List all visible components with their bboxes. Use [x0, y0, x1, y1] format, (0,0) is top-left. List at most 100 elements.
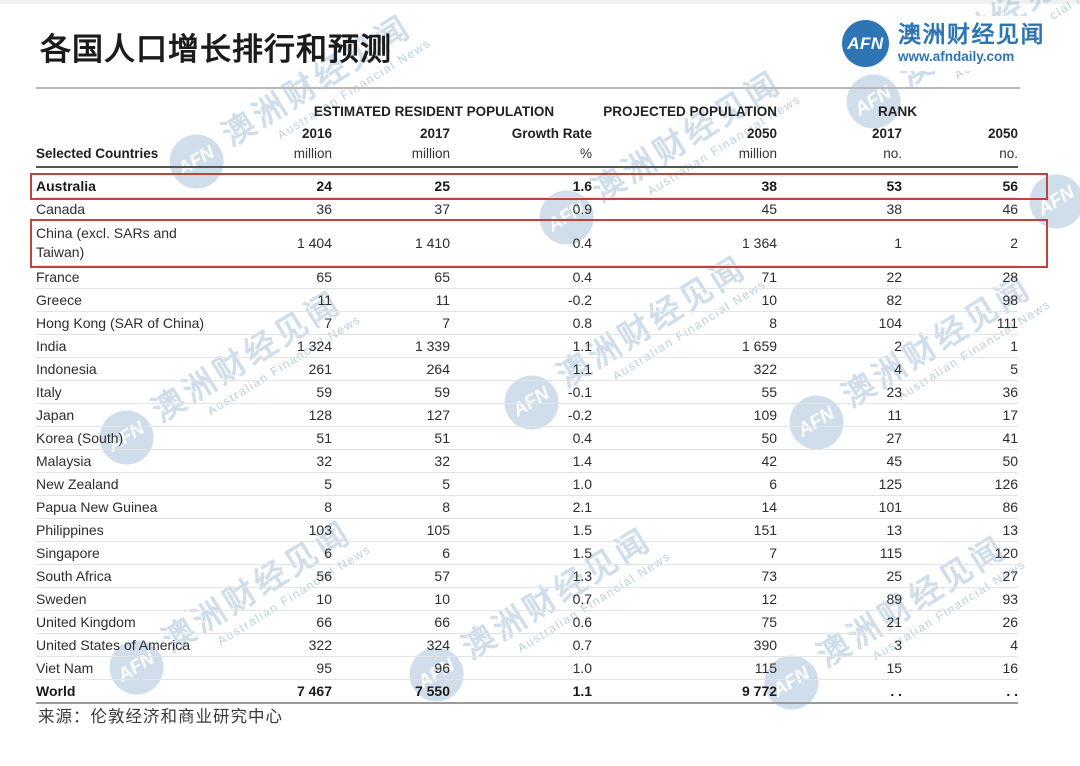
value-cell: 1 659 [592, 334, 778, 358]
value-cell: 1.0 [450, 472, 593, 496]
country-cell: China (excl. SARs and Taiwan) [36, 220, 276, 266]
value-cell: 1.0 [450, 656, 593, 680]
value-cell: 1.3 [450, 564, 593, 588]
country-cell: Malaysia [36, 449, 276, 473]
country-cell: Sweden [36, 587, 276, 611]
table-row: Greece 11 11 -0.2 10 82 98 [36, 288, 1019, 312]
value-cell: 8 [592, 311, 778, 335]
value-cell: 111 [902, 311, 1019, 335]
value-cell: 109 [592, 403, 778, 427]
value-cell: 73 [592, 564, 778, 588]
table-row: United States of America 322 324 0.7 390 3 4 [36, 633, 1019, 657]
value-cell: 1 [902, 334, 1019, 358]
value-cell: 7 467 [276, 679, 332, 704]
afn-logo[interactable]: AFN 澳洲财经见闻 www.afndaily.com [836, 16, 1051, 71]
country-cell: Italy [36, 380, 276, 404]
header-group-projected: PROJECTED POPULATION [603, 104, 778, 119]
header-selected-countries: Selected Countries [36, 141, 276, 168]
value-cell: 1.1 [450, 357, 593, 381]
value-cell: 22 [777, 265, 903, 289]
value-cell: 324 [332, 633, 450, 657]
country-cell: Greece [36, 288, 276, 312]
value-cell: 390 [592, 633, 778, 657]
value-cell: 101 [777, 495, 903, 519]
value-cell: 1 364 [592, 220, 778, 266]
value-cell: 6 [276, 541, 332, 565]
country-cell: Hong Kong (SAR of China) [36, 311, 276, 335]
value-cell: 66 [332, 610, 450, 634]
population-table: ESTIMATED RESIDENT POPULATION PROJECTED … [36, 97, 1019, 704]
value-cell: . . [777, 679, 903, 704]
header-year-2017: 2017 [419, 126, 450, 141]
header-year-2016: 2016 [301, 126, 332, 141]
country-cell: Japan [36, 403, 276, 427]
value-cell: 13 [777, 518, 903, 542]
country-cell: World [36, 679, 276, 704]
country-cell: Singapore [36, 541, 276, 565]
value-cell: 53 [777, 175, 903, 198]
afn-watermark-icon: AFN [1019, 163, 1080, 239]
value-cell: 96 [332, 656, 450, 680]
afn-logo-text: 澳洲财经见闻 www.afndaily.com [898, 22, 1045, 64]
value-cell: 10 [332, 587, 450, 611]
value-cell: 37 [332, 197, 450, 221]
value-cell: -0.2 [450, 288, 593, 312]
table-row: South Africa 56 57 1.3 73 25 27 [36, 564, 1019, 588]
afn-logo-name: 澳洲财经见闻 [898, 21, 1045, 48]
unit-million: million [276, 141, 332, 168]
value-cell: 103 [276, 518, 332, 542]
header-group-estimated: ESTIMATED RESIDENT POPULATION [313, 104, 555, 119]
value-cell: 42 [592, 449, 778, 473]
value-cell: 115 [777, 541, 903, 565]
value-cell: 23 [777, 380, 903, 404]
value-cell: 51 [332, 426, 450, 450]
value-cell: 98 [902, 288, 1019, 312]
value-cell: 6 [332, 541, 450, 565]
value-cell: 1 324 [276, 334, 332, 358]
value-cell: 0.7 [450, 587, 593, 611]
value-cell: 14 [592, 495, 778, 519]
table-header: ESTIMATED RESIDENT POPULATION PROJECTED … [36, 97, 1019, 168]
value-cell: 12 [592, 587, 778, 611]
value-cell: 10 [276, 587, 332, 611]
value-cell: 1.6 [450, 175, 593, 198]
value-cell: 32 [332, 449, 450, 473]
table-row: Sweden 10 10 0.7 12 89 93 [36, 587, 1019, 611]
value-cell: 0.8 [450, 311, 593, 335]
unit-million: million [332, 141, 450, 168]
value-cell: 2.1 [450, 495, 593, 519]
country-cell: Korea (South) [36, 426, 276, 450]
value-cell: 2 [902, 220, 1019, 266]
value-cell: 1.1 [450, 679, 593, 704]
table-row: Australia 24 25 1.6 38 53 56 [36, 175, 1019, 198]
value-cell: 10 [592, 288, 778, 312]
table-row: China (excl. SARs and Taiwan) 1 404 1 410 0… [36, 220, 1019, 266]
header-rank-2050: 2050 [987, 126, 1019, 141]
page-top-edge [0, 0, 1080, 4]
country-cell: Philippines [36, 518, 276, 542]
value-cell: 0.4 [450, 220, 593, 266]
value-cell: 59 [332, 380, 450, 404]
value-cell: 38 [777, 197, 903, 221]
value-cell: 51 [276, 426, 332, 450]
value-cell: 4 [777, 357, 903, 381]
value-cell: 127 [332, 403, 450, 427]
value-cell: 15 [777, 656, 903, 680]
value-cell: 36 [276, 197, 332, 221]
table-row: Korea (South) 51 51 0.4 50 27 41 [36, 426, 1019, 450]
value-cell: 28 [902, 265, 1019, 289]
country-cell: Indonesia [36, 357, 276, 381]
value-cell: 27 [777, 426, 903, 450]
table-row: Canada 36 37 0.9 45 38 46 [36, 197, 1019, 221]
table-row: Indonesia 261 264 1.1 322 4 5 [36, 357, 1019, 381]
value-cell: 57 [332, 564, 450, 588]
value-cell: 7 550 [332, 679, 450, 704]
value-cell: 104 [777, 311, 903, 335]
value-cell: 115 [592, 656, 778, 680]
source-note: 来源：伦敦经济和商业研究中心 [38, 708, 283, 726]
header-growth-rate: Growth Rate [511, 126, 593, 141]
value-cell: 26 [902, 610, 1019, 634]
value-cell: 128 [276, 403, 332, 427]
country-cell: United States of America [36, 633, 276, 657]
value-cell: 36 [902, 380, 1019, 404]
